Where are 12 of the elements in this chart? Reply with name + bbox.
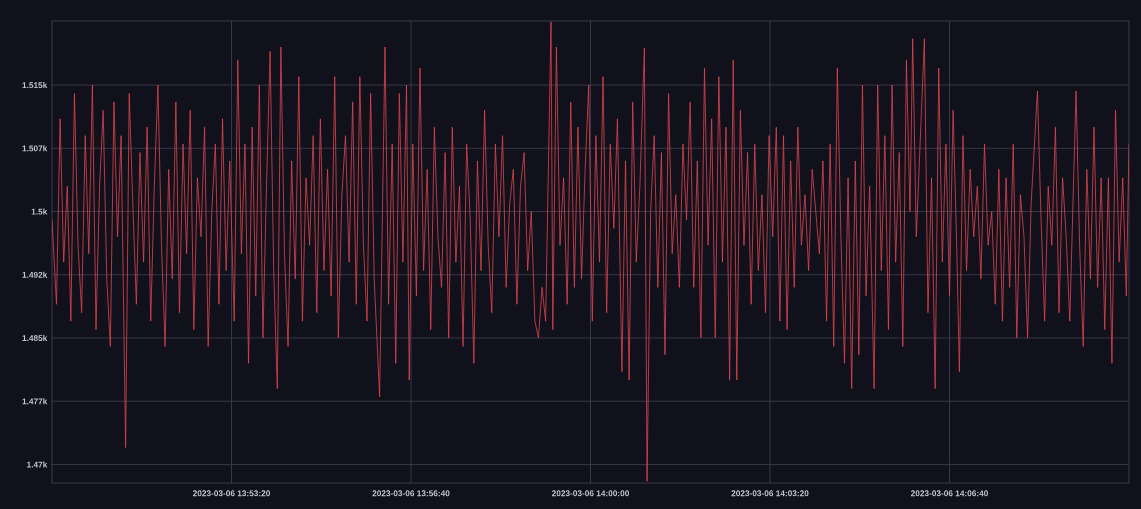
- x-tick-label: 2023-03-06 13:56:40: [372, 490, 450, 497]
- y-tick-label: 1.47k: [27, 461, 48, 468]
- x-tick-label: 2023-03-06 14:00:00: [551, 490, 629, 497]
- x-tick-label: 2023-03-06 14:06:40: [910, 490, 988, 497]
- x-tick-label: 2023-03-06 13:53:20: [192, 490, 270, 497]
- y-tick-label: 1.515k: [22, 82, 48, 89]
- y-tick-label: 1.477k: [22, 398, 48, 405]
- x-tick-label: 2023-03-06 14:03:20: [731, 490, 809, 497]
- y-tick-label: 1.5k: [31, 208, 48, 215]
- y-tick-label: 1.507k: [22, 145, 48, 152]
- y-tick-label: 1.492k: [22, 271, 48, 278]
- y-tick-label: 1.485k: [22, 334, 48, 342]
